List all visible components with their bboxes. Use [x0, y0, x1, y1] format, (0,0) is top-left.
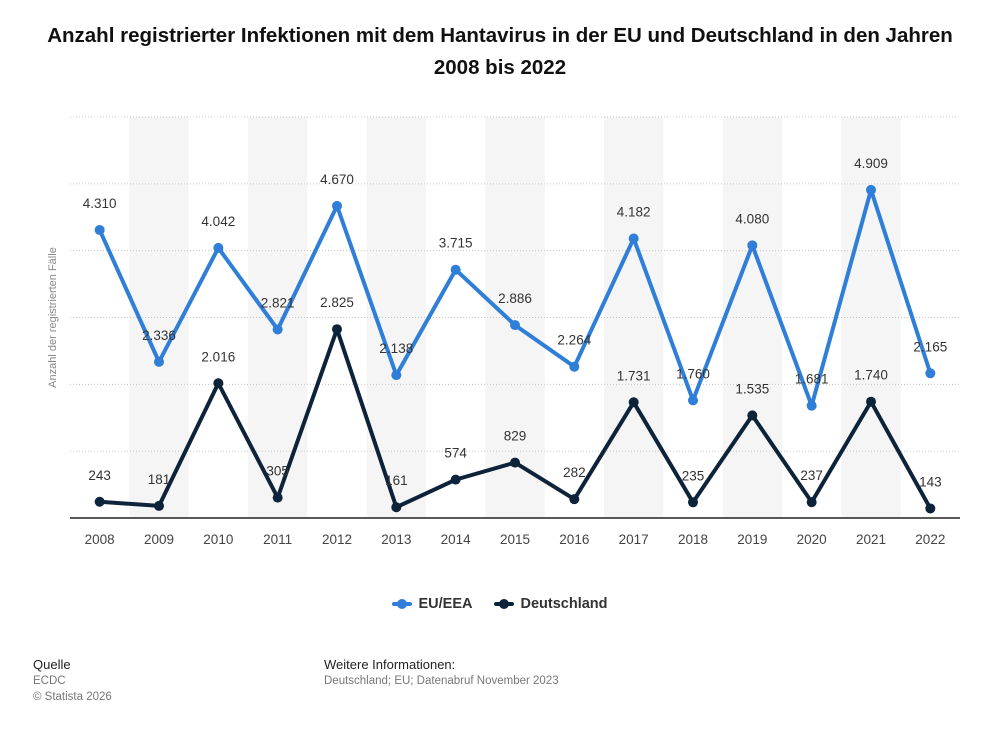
data-point[interactable] — [569, 494, 580, 505]
data-point[interactable] — [213, 378, 224, 389]
data-point[interactable] — [569, 361, 580, 372]
x-tick-label: 2017 — [619, 532, 649, 547]
plot-band — [604, 117, 664, 518]
data-label: 2.825 — [320, 295, 354, 310]
data-point[interactable] — [154, 500, 164, 511]
data-point[interactable] — [628, 233, 639, 244]
data-point[interactable] — [747, 240, 758, 251]
data-point[interactable] — [866, 396, 876, 407]
data-point[interactable] — [272, 324, 283, 335]
data-point[interactable] — [866, 184, 876, 195]
x-tick-label: 2014 — [441, 532, 472, 547]
data-label: 2.264 — [557, 333, 591, 348]
y-axis-label: Anzahl der registrierten Fälle — [47, 247, 59, 388]
data-label: 4.080 — [735, 211, 769, 226]
data-label: 243 — [88, 468, 111, 483]
data-point[interactable] — [391, 502, 402, 513]
data-label: 1.760 — [676, 366, 710, 381]
data-label: 2.138 — [379, 341, 413, 356]
data-label: 2.016 — [201, 349, 235, 364]
series-points — [94, 184, 936, 514]
data-label: 282 — [563, 465, 586, 480]
data-label: 161 — [385, 473, 408, 488]
x-tick-label: 2008 — [85, 532, 115, 547]
source-block: Quelle ECDC © Statista 2026 — [33, 657, 112, 705]
x-tick-label: 2013 — [381, 532, 411, 547]
data-point[interactable] — [154, 356, 164, 367]
plot-band — [722, 117, 782, 518]
data-label: 143 — [919, 474, 942, 489]
legend-item-eu[interactable]: EU/EEA — [392, 596, 472, 612]
data-point[interactable] — [510, 320, 520, 331]
legend-line-icon — [494, 599, 515, 609]
data-label: 181 — [148, 472, 171, 487]
data-point[interactable] — [688, 497, 698, 508]
data-label: 2.821 — [261, 295, 295, 310]
x-tick-label: 2012 — [322, 532, 352, 547]
info-heading: Weitere Informationen: — [324, 657, 456, 672]
legend-item-deutschland[interactable]: Deutschland — [494, 596, 608, 612]
data-label: 3.715 — [439, 236, 473, 251]
data-point[interactable] — [688, 395, 698, 406]
x-tick-label: 2009 — [144, 532, 174, 547]
x-tick-label: 2019 — [737, 532, 767, 547]
data-label: 574 — [444, 446, 467, 461]
x-tick-label: 2020 — [797, 532, 827, 547]
x-tick-label: 2016 — [559, 532, 589, 547]
data-labels: 4.310 2.336 4.042 2.821 4.670 2.138 3.715 2.886… — [83, 156, 947, 490]
data-label: 1.740 — [854, 368, 888, 383]
source-heading: Quelle — [33, 657, 71, 672]
data-label: 4.670 — [320, 172, 354, 187]
data-point[interactable] — [332, 200, 342, 211]
data-point[interactable] — [925, 503, 936, 514]
data-point[interactable] — [510, 457, 520, 468]
data-point[interactable] — [391, 370, 402, 381]
data-point[interactable] — [272, 492, 283, 503]
data-label: 4.310 — [83, 196, 117, 211]
x-tick-label: 2011 — [263, 532, 292, 547]
chart-title: Anzahl registrierter Infektionen mit dem… — [47, 24, 953, 79]
source-name[interactable]: ECDC — [33, 675, 66, 687]
data-label: 4.909 — [854, 156, 888, 171]
data-label: 4.182 — [617, 205, 651, 220]
x-tick-labels: 2008 2009 2010 2011 2012 2013 2014 2015 2016 2017… — [85, 532, 946, 547]
data-point[interactable] — [747, 410, 758, 421]
x-tick-label: 2010 — [203, 532, 233, 547]
data-label: 2.886 — [498, 291, 532, 306]
data-point[interactable] — [94, 224, 105, 235]
data-label: 829 — [504, 429, 527, 444]
data-point[interactable] — [925, 368, 936, 379]
x-tick-label: 2021 — [856, 532, 886, 547]
legend-label: Deutschland — [520, 596, 608, 612]
data-label: 4.042 — [201, 214, 235, 229]
data-point[interactable] — [806, 497, 817, 508]
data-label: 235 — [682, 468, 705, 483]
copyright[interactable]: © Statista 2026 — [33, 691, 112, 703]
data-point[interactable] — [628, 397, 639, 408]
data-point[interactable] — [450, 474, 461, 485]
data-label: 2.336 — [142, 328, 176, 343]
data-label: 305 — [266, 464, 289, 479]
info-text: Deutschland; EU; Datenabruf November 202… — [324, 675, 559, 687]
data-label: 237 — [800, 468, 823, 483]
legend-line-icon — [392, 599, 413, 609]
more-info-block: Weitere Informationen: Deutschland; EU; … — [324, 657, 559, 689]
legend-label: EU/EEA — [418, 596, 473, 612]
data-point[interactable] — [213, 242, 224, 253]
grid-lines — [70, 116, 960, 452]
data-label: 1.681 — [795, 372, 829, 387]
x-tick-label: 2015 — [500, 532, 530, 547]
data-point[interactable] — [450, 264, 461, 275]
legend: EU/EEA Deutschland — [0, 596, 1000, 612]
data-label: 2.165 — [913, 339, 947, 354]
series-layer: 4.310 2.336 4.042 2.821 4.670 2.138 3.715 2.886… — [83, 156, 947, 514]
data-label: 1.731 — [617, 368, 651, 383]
data-point[interactable] — [806, 400, 817, 411]
x-tick-label: 2022 — [915, 532, 945, 547]
data-point[interactable] — [332, 324, 342, 335]
data-point[interactable] — [94, 496, 105, 507]
data-label: 1.535 — [735, 381, 769, 396]
x-tick-label: 2018 — [678, 532, 708, 547]
